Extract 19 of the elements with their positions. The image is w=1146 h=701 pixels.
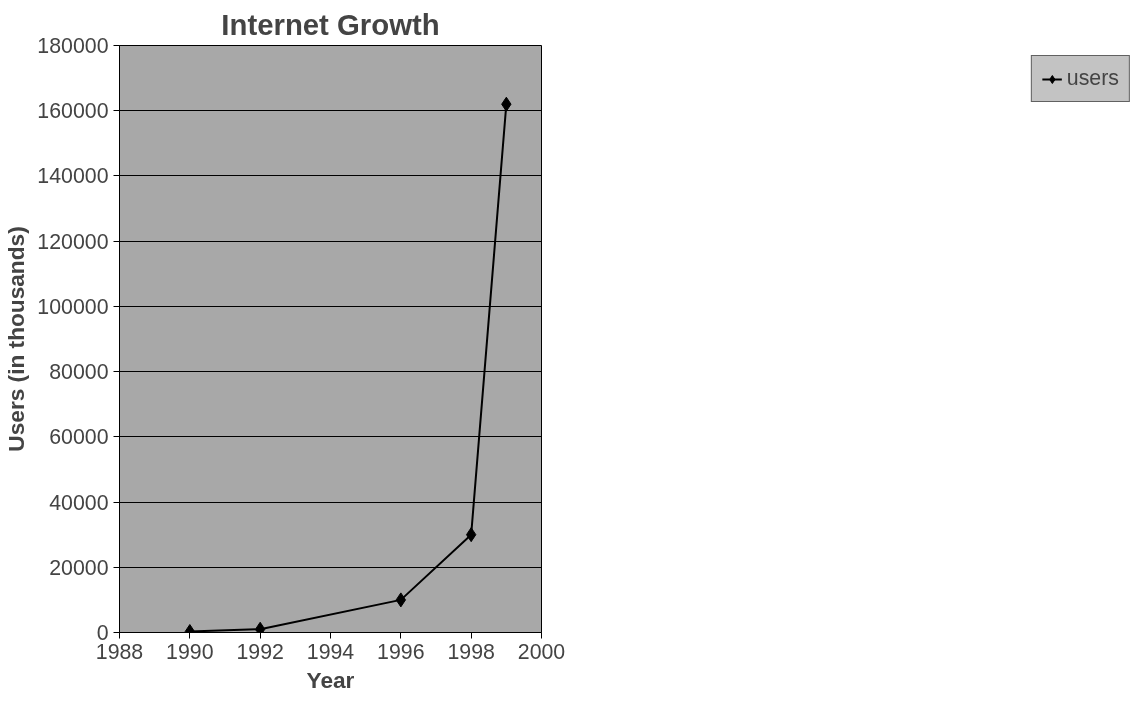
x-tick-label: 1990 — [166, 639, 214, 664]
y-tick-label: 20000 — [49, 555, 109, 580]
y-tick-label: 140000 — [37, 164, 109, 189]
x-tick-label: 1998 — [447, 639, 495, 664]
y-tick-label: 60000 — [49, 425, 109, 450]
x-tick-label: 2000 — [517, 639, 566, 664]
y-axis-title: Users (in thousands) — [3, 226, 30, 452]
y-tick-label: 100000 — [37, 294, 109, 319]
y-tick-label: 180000 — [37, 34, 109, 58]
x-tick-label: 1992 — [236, 639, 284, 664]
y-tick-label: 120000 — [37, 229, 109, 254]
x-tick-label: 1994 — [306, 639, 355, 664]
x-tick-label: 1996 — [377, 639, 425, 664]
y-tick-label: 40000 — [49, 490, 109, 515]
legend-label: users — [1066, 66, 1119, 91]
chart-title: Internet Growth — [221, 7, 440, 41]
y-tick-label: 80000 — [49, 360, 109, 385]
y-tick-label: 160000 — [37, 99, 109, 124]
x-axis-title: Year — [306, 666, 355, 693]
